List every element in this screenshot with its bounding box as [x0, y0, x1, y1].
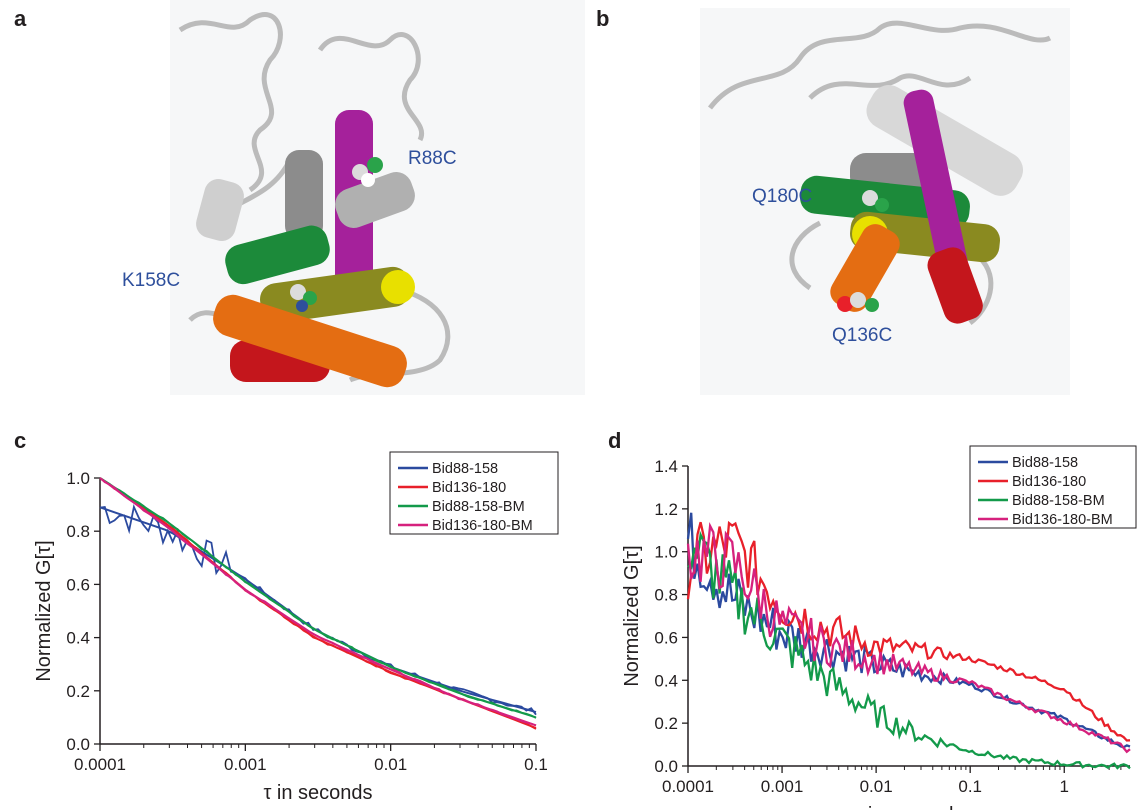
fit-line-bid136-180-bm	[99, 477, 537, 727]
y-tick-label: 0.0	[654, 757, 678, 776]
y-axis-label: Normalized G[τ]	[33, 540, 55, 681]
legend-label: Bid88-158-BM	[432, 499, 525, 515]
x-tick-label: 0.001	[761, 777, 804, 796]
panel-letter-d: d	[608, 428, 622, 453]
y-tick-label: 0.6	[66, 575, 90, 594]
x-tick-label: 0.1	[524, 755, 548, 774]
y-tick-label: 1.2	[654, 500, 678, 519]
y-tick-label: 0.4	[654, 671, 678, 690]
x-tick-label: 0.001	[224, 755, 267, 774]
mutation-label-q180c: Q180C	[752, 186, 813, 207]
y-tick-label: 0.0	[66, 735, 90, 754]
legend-label: Bid136-180	[1012, 474, 1086, 490]
mutation-label-k158c: K158C	[122, 270, 181, 291]
y-axis-label: Normalized G[τ]	[621, 545, 643, 686]
x-tick-label: 0.0001	[74, 755, 126, 774]
y-tick-label: 0.4	[66, 629, 90, 648]
series-line-bid136-180-bm	[686, 522, 1131, 754]
chart-c: 0.0 0.2 0.4 0.6 0.8 1.0 0.0001 0.001 0.01 0.1 τ in…	[33, 451, 559, 804]
chart-d: 0.0 0.2 0.4 0.6 0.8 1.0 1.2 1.4 0.0001 0.001 0.01 0…	[621, 445, 1137, 810]
x-tick-label: 1	[1060, 777, 1069, 796]
legend-label: Bid88-158-BM	[1012, 493, 1105, 509]
legend-box	[969, 445, 1137, 529]
x-tick-label: 0.01	[374, 755, 407, 774]
panel-letter-a: a	[14, 6, 27, 31]
y-tick-label: 1.0	[654, 543, 678, 562]
x-tick-label: 0.1	[958, 777, 982, 796]
x-axis-label: τ in seconds	[854, 804, 963, 810]
x-tick-label: 0.01	[860, 777, 893, 796]
y-tick-label: 1.0	[66, 469, 90, 488]
panel-letter-c: c	[14, 428, 27, 453]
series-line-bid88-158	[99, 503, 537, 716]
legend-label: Bid88-158	[1012, 455, 1078, 471]
legend-label: Bid136-180	[432, 480, 506, 496]
y-tick-label: 0.8	[654, 586, 678, 605]
mutation-label-q136c: Q136C	[832, 325, 893, 346]
x-tick-label: 0.0001	[662, 777, 714, 796]
y-tick-label: 1.4	[654, 457, 678, 476]
y-tick-label: 0.6	[654, 628, 678, 647]
legend-label: Bid136-180-BM	[432, 518, 533, 534]
series-line-bid136-180	[686, 520, 1131, 742]
x-axis-label: τ in seconds	[263, 782, 372, 804]
y-tick-label: 0.2	[654, 714, 678, 733]
legend-label: Bid136-180-BM	[1012, 512, 1113, 528]
fit-line-bid88-158-bm	[99, 477, 537, 719]
y-tick-label: 0.8	[66, 522, 90, 541]
legend-label: Bid88-158	[432, 461, 498, 477]
mutation-label-r88c: R88C	[408, 148, 457, 169]
protein-structure-image-a	[170, 0, 585, 395]
y-tick-label: 0.2	[66, 682, 90, 701]
legend-box	[389, 451, 559, 535]
series-line-bid88-158-bm	[687, 530, 1131, 770]
panel-letter-b: b	[596, 6, 610, 31]
protein-structure-image-b	[700, 8, 1070, 395]
